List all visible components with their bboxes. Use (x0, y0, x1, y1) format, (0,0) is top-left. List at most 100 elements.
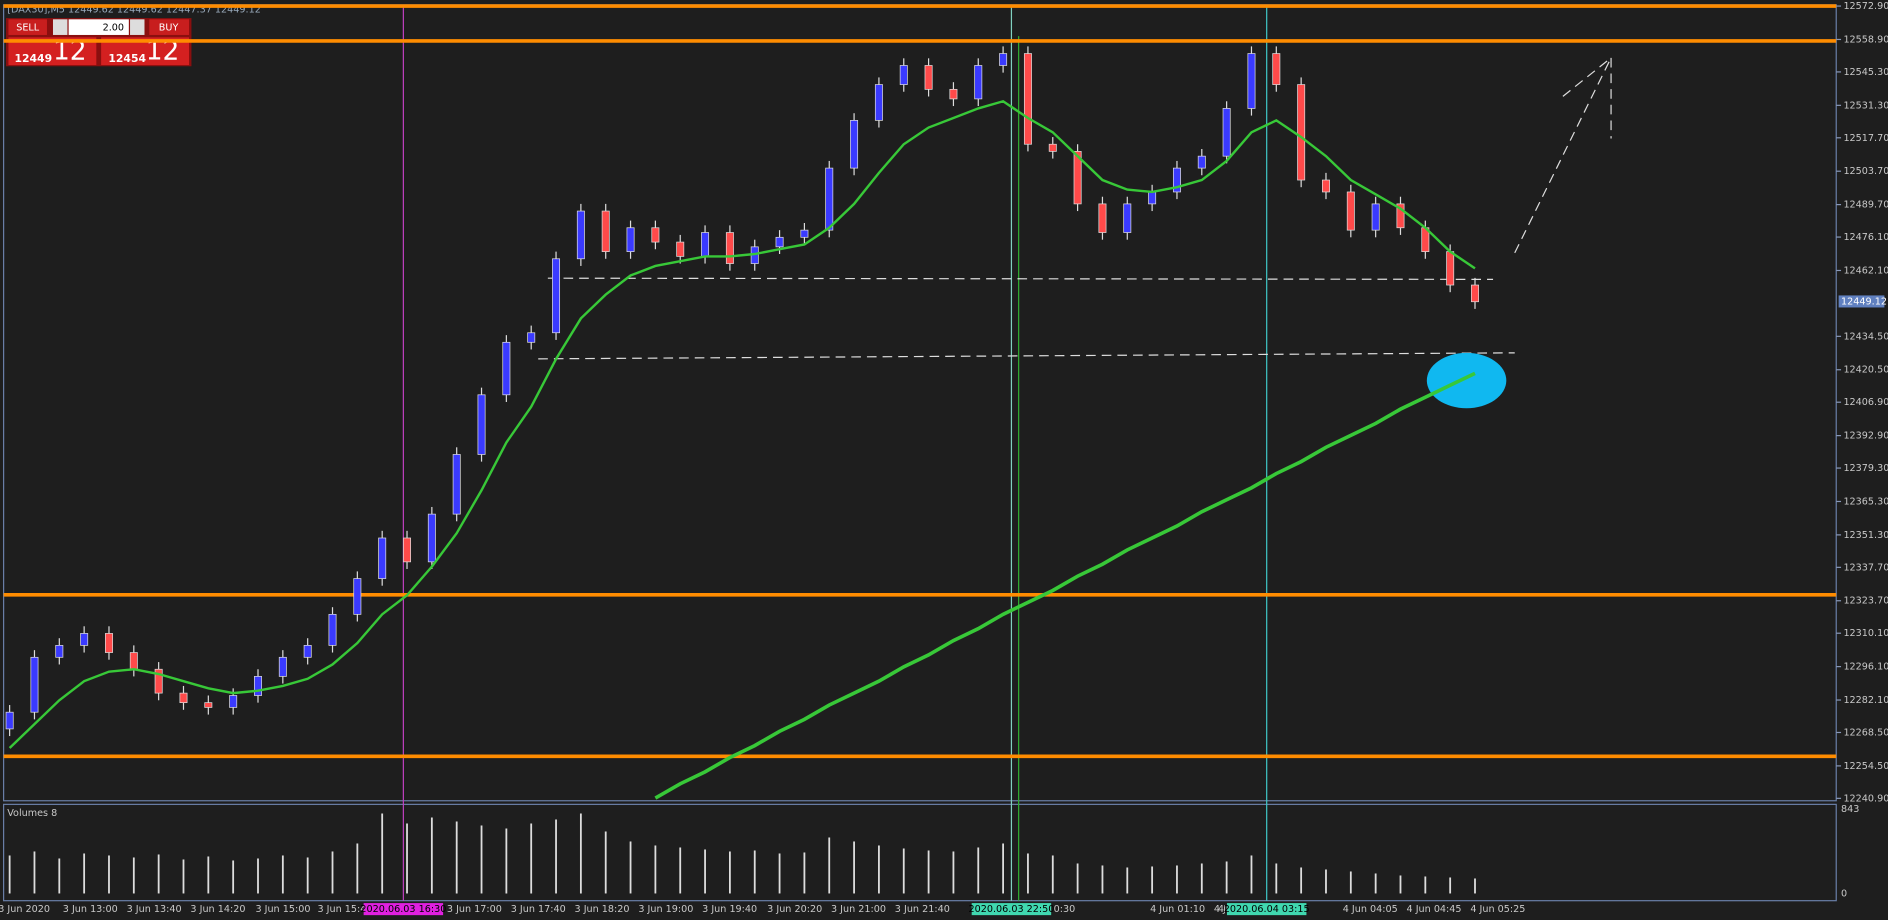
dashed-level (547, 277, 1494, 280)
candle-body (651, 227, 660, 243)
candle-body (80, 633, 89, 646)
current-price-label: 12449.12 (1841, 296, 1887, 307)
projection-line (1562, 57, 1612, 97)
x-tick-label: 0:30 (1054, 904, 1076, 915)
candle-body (601, 210, 610, 252)
y-tick-label: 12337.70 (1843, 562, 1888, 573)
candle-body (1446, 251, 1455, 286)
candle-body (179, 692, 188, 704)
candle-body (1346, 191, 1355, 231)
y-tick-label: 12268.50 (1843, 727, 1888, 738)
y-tick-label: 12282.10 (1843, 695, 1888, 706)
x-tick-label: 3 Jun 2020 (0, 904, 50, 915)
candle-body (1272, 53, 1281, 85)
x-tick-label: 4 Jun 05:25 (1470, 904, 1525, 915)
candle-body (378, 537, 387, 579)
buy-price: 12454 (108, 52, 146, 65)
cursor-label-box (971, 903, 1052, 916)
x-tick-label: 4 Jun 04:45 (1407, 904, 1462, 915)
x-tick-label: 3 Jun 21:00 (831, 904, 886, 915)
lot-down[interactable] (52, 19, 68, 35)
candle-body (552, 258, 561, 334)
candle-body (278, 656, 287, 677)
candle-body (701, 232, 710, 257)
candle-body (1023, 53, 1032, 145)
y-tick-label: 12476.10 (1843, 232, 1888, 243)
y-tick-label: 12503.70 (1843, 166, 1888, 177)
candle-body (825, 167, 834, 231)
candle-body (1396, 203, 1405, 229)
cursor-label-box (1226, 903, 1307, 916)
y-tick-label: 12296.10 (1843, 662, 1888, 673)
y-tick-label: 12406.90 (1843, 397, 1888, 408)
candle-body (129, 652, 138, 670)
candle-body (725, 232, 734, 264)
y-tick-label: 12489.70 (1843, 200, 1888, 211)
x-tick-label: 3 Jun 17:00 (447, 904, 502, 915)
candle-body (254, 676, 262, 696)
ma-slow (654, 371, 1476, 800)
highlight-ellipse (1426, 352, 1507, 409)
candle-body (502, 341, 511, 396)
current-price-box (1838, 295, 1885, 308)
volume-pane-border (3, 803, 1837, 902)
candle-body (303, 645, 312, 658)
candle-body (775, 236, 784, 248)
x-tick-label: 3 Jun 15:4 (318, 904, 367, 915)
candle-body (1048, 143, 1057, 152)
y-tick-label: 12462.10 (1843, 265, 1888, 276)
y-tick-label: 12351.30 (1843, 530, 1888, 541)
candle-body (974, 65, 983, 100)
sell-button[interactable] (8, 19, 47, 35)
dashed-level (538, 352, 1515, 360)
candle-body (55, 645, 64, 658)
candle-body (874, 84, 883, 121)
buy-button[interactable] (149, 19, 190, 35)
candle-body (924, 65, 933, 90)
y-tick-label: 12517.70 (1843, 133, 1888, 144)
projection-line (1514, 57, 1612, 254)
candle-body (452, 454, 461, 515)
x-tick-label: 3 Jun 13:40 (127, 904, 182, 915)
y-tick-label: 12379.30 (1843, 463, 1888, 474)
lot-up[interactable] (130, 19, 145, 35)
candle-body (154, 668, 163, 694)
candle-body (1197, 155, 1206, 169)
candle-body (403, 537, 411, 563)
y-tick-label: 12545.30 (1843, 67, 1888, 78)
volume-label: Volumes 8 (7, 808, 57, 819)
y-tick-label: 12365.30 (1843, 496, 1888, 507)
y-tick-label: 12420.50 (1843, 365, 1888, 376)
candle-body (1222, 108, 1231, 157)
candle-body (229, 695, 238, 708)
candle-body (427, 513, 436, 563)
candle-body (328, 613, 337, 646)
cursor-label: 2020.06.04 03:15 (1224, 904, 1310, 915)
x-tick-label: 3 Jun 13:00 (63, 904, 118, 915)
cursor-label-box (363, 903, 444, 916)
x-tick-label: 3 Jun 19:40 (702, 904, 757, 915)
candle-body (1098, 203, 1107, 233)
candle-body (1123, 203, 1132, 233)
candle-body (1471, 284, 1479, 303)
lot-input[interactable] (68, 19, 129, 35)
y-tick-label: 12323.70 (1843, 596, 1888, 607)
candle-body (353, 578, 362, 615)
y-tick-label: 12240.90 (1843, 793, 1888, 804)
y-tick-label: 12434.50 (1843, 331, 1888, 342)
candle-body (1297, 84, 1306, 181)
y-tick-label: 12310.10 (1843, 628, 1888, 639)
candle-body (105, 633, 113, 653)
candle-body (576, 210, 585, 260)
x-tick-label: 3 Jun 20:20 (767, 904, 822, 915)
candle-body (5, 711, 14, 730)
candle-body (676, 241, 685, 257)
candle-body (527, 332, 536, 343)
x-tick-label: 3 Jun 18:20 (575, 904, 630, 915)
cursor-label: 2020.06.03 16:30 (360, 904, 446, 915)
candle-body (30, 656, 39, 713)
candle-body (1247, 53, 1256, 109)
